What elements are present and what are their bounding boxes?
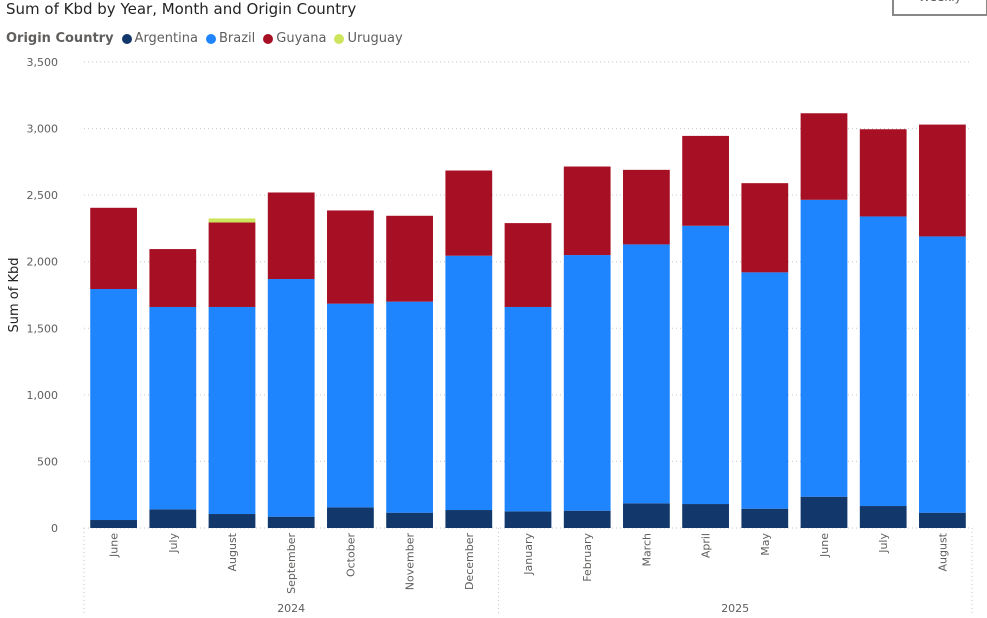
x-tick-label: February: [581, 533, 594, 582]
legend-item-guyana[interactable]: Guyana: [263, 31, 326, 46]
bar-segment-brazil[interactable]: [800, 199, 848, 497]
legend-label: Brazil: [218, 31, 256, 46]
y-tick-label: 500: [37, 455, 58, 468]
bar-segment-uruguay[interactable]: [208, 218, 256, 223]
bar-segment-guyana[interactable]: [267, 192, 315, 280]
bar-segment-brazil[interactable]: [208, 306, 256, 515]
bar-segment-guyana[interactable]: [327, 210, 374, 304]
bar-segment-guyana[interactable]: [563, 166, 611, 256]
y-axis: 0 500 1,000 1,500 2,000 2,500 3,000 3,500: [27, 56, 59, 535]
bar-segment-argentina[interactable]: [919, 512, 966, 528]
bar-segment-brazil[interactable]: [445, 255, 493, 511]
bar-segment-argentina[interactable]: [741, 508, 789, 528]
bar-segment-argentina[interactable]: [149, 509, 197, 528]
y-tick-label: 2,000: [27, 256, 59, 269]
bar-segment-guyana[interactable]: [682, 135, 729, 226]
bar-segment-brazil[interactable]: [90, 289, 137, 521]
bar-segment-argentina[interactable]: [327, 507, 374, 528]
legend-marker-icon: [205, 33, 216, 44]
bar-segment-argentina[interactable]: [682, 504, 729, 528]
bar-segment-guyana[interactable]: [800, 113, 848, 200]
bar-segment-guyana[interactable]: [149, 249, 197, 307]
x-tick-label: July: [167, 533, 180, 554]
bar-segment-brazil[interactable]: [682, 225, 729, 505]
bar-segment-brazil[interactable]: [267, 279, 315, 517]
legend-label: Guyana: [276, 31, 327, 46]
bar-segment-argentina[interactable]: [386, 512, 433, 528]
bar-segment-guyana[interactable]: [445, 170, 493, 256]
bar-segment-brazil[interactable]: [386, 301, 433, 513]
legend-label: Uruguay: [347, 31, 403, 46]
x-tick-label: August: [936, 532, 949, 571]
bar-segment-brazil[interactable]: [623, 244, 670, 504]
x-tick-label: January: [522, 533, 535, 576]
bar-segment-brazil[interactable]: [149, 306, 197, 510]
x-tick-label: September: [285, 533, 298, 594]
y-tick-label: 3,500: [27, 56, 59, 69]
chart-title: Sum of Kbd by Year, Month and Origin Cou…: [6, 0, 357, 18]
bar-segment-argentina[interactable]: [208, 514, 256, 528]
year-label: 2025: [721, 602, 749, 615]
legend: Origin Country Argentina Brazil Guyana U…: [6, 31, 405, 46]
x-tick-label: April: [700, 533, 713, 558]
bar-segment-brazil[interactable]: [859, 216, 907, 507]
bar-segment-argentina[interactable]: [267, 516, 315, 528]
bar-segment-brazil[interactable]: [919, 236, 966, 513]
bar-segment-guyana[interactable]: [504, 223, 552, 307]
bar-segment-guyana[interactable]: [741, 183, 789, 273]
year-label: 2024: [277, 602, 305, 615]
bar-segment-brazil[interactable]: [504, 306, 552, 512]
y-tick-label: 0: [51, 522, 58, 535]
x-tick-label: June: [818, 533, 831, 558]
legend-item-uruguay[interactable]: Uruguay: [334, 31, 403, 46]
y-tick-label: 2,500: [27, 189, 59, 202]
bar-segment-guyana[interactable]: [623, 169, 670, 245]
legend-title: Origin Country: [6, 31, 114, 46]
bar-segment-argentina[interactable]: [859, 506, 907, 528]
legend-marker-icon: [121, 33, 132, 44]
bar-segment-argentina[interactable]: [800, 496, 848, 528]
y-axis-title: Sum of Kbd: [7, 258, 22, 333]
x-tick-label: December: [463, 533, 476, 591]
bar-segment-argentina[interactable]: [623, 503, 670, 528]
bar-segment-argentina[interactable]: [445, 510, 493, 528]
x-tick-label: October: [344, 533, 357, 577]
x-tick-label: November: [404, 533, 417, 591]
bar-segment-guyana[interactable]: [208, 222, 256, 307]
bar-segment-brazil[interactable]: [563, 255, 611, 511]
x-tick-label: July: [877, 533, 890, 554]
bar-segment-argentina[interactable]: [504, 511, 552, 528]
bars: [90, 113, 966, 528]
x-tick-label: March: [640, 533, 653, 567]
legend-marker-icon: [263, 33, 274, 44]
bar-segment-brazil[interactable]: [741, 272, 789, 509]
x-axis: June July August September October November De…: [83, 528, 973, 615]
legend-item-argentina[interactable]: Argentina: [121, 31, 198, 46]
y-tick-label: 3,000: [27, 123, 59, 136]
legend-marker-icon: [334, 33, 345, 44]
x-tick-label: May: [759, 533, 772, 556]
bar-segment-argentina[interactable]: [90, 520, 137, 528]
bar-segment-argentina[interactable]: [563, 510, 611, 528]
x-tick-label: June: [108, 533, 121, 558]
legend-item-brazil[interactable]: Brazil: [205, 31, 256, 46]
bar-segment-guyana[interactable]: [90, 207, 137, 290]
bar-segment-brazil[interactable]: [327, 303, 374, 508]
y-tick-label: 1,500: [27, 322, 59, 335]
bar-segment-guyana[interactable]: [919, 124, 966, 237]
bar-segment-guyana[interactable]: [386, 215, 433, 302]
y-tick-label: 1,000: [27, 389, 59, 402]
legend-label: Argentina: [134, 31, 198, 46]
bar-segment-guyana[interactable]: [859, 129, 907, 217]
x-tick-label: August: [226, 532, 239, 571]
